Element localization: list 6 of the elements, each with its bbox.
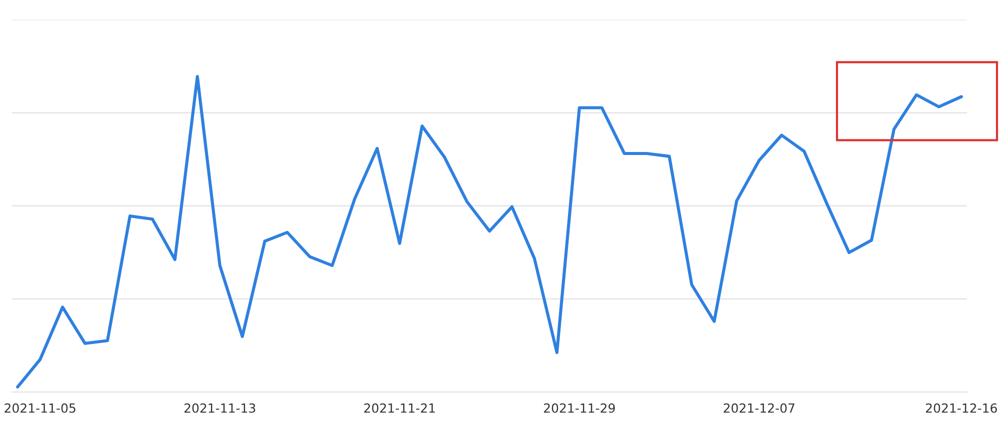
x-tick-label: 2021-12-16 — [926, 403, 997, 413]
x-tick-label: 2021-11-05 — [4, 403, 76, 413]
x-tick-label: 2021-11-13 — [184, 403, 256, 413]
x-tick-label: 2021-11-21 — [364, 403, 435, 413]
x-tick-label: 2021-12-07 — [724, 403, 794, 413]
x-tick-label: 2021-11-29 — [544, 403, 615, 413]
